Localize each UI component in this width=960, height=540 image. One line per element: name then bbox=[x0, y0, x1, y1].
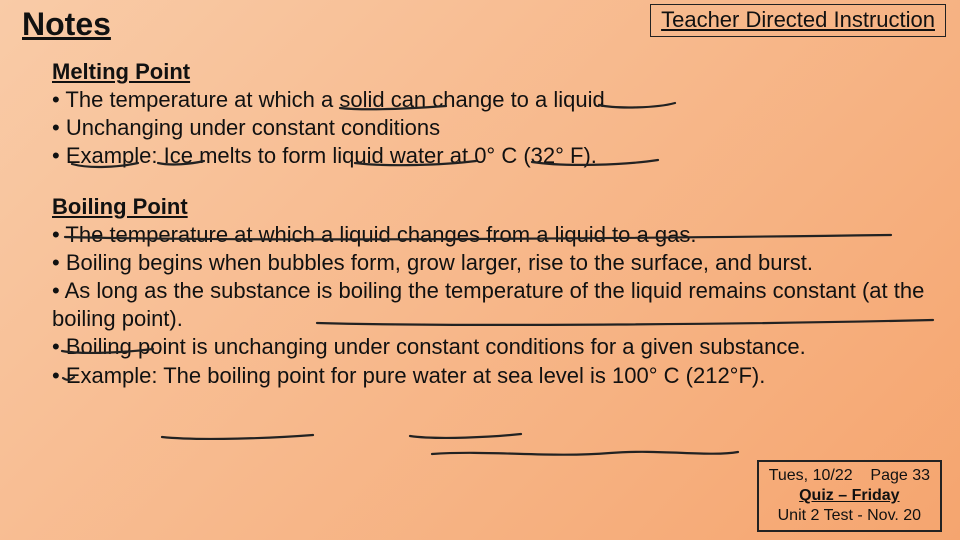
bullet: • Boiling begins when bubbles form, grow… bbox=[52, 249, 942, 277]
bullet: • Example: The boiling point for pure wa… bbox=[52, 362, 942, 390]
bullet: • Boiling point is unchanging under cons… bbox=[52, 333, 942, 361]
bullet: • The temperature at which a liquid chan… bbox=[52, 221, 942, 249]
annotation-stroke bbox=[160, 432, 315, 446]
section-boiling: Boiling Point • The temperature at which… bbox=[52, 193, 942, 390]
bullet: • Example: Ice melts to form liquid wate… bbox=[52, 142, 942, 170]
footer-date: Tues, 10/22 bbox=[769, 467, 853, 484]
footer-box: Tues, 10/22 Page 33 Quiz – Friday Unit 2… bbox=[757, 460, 942, 532]
bullet: • The temperature at which a solid can c… bbox=[52, 86, 942, 114]
notes-content: Melting Point • The temperature at which… bbox=[52, 56, 942, 390]
instruction-tag: Teacher Directed Instruction bbox=[650, 4, 946, 37]
section-melting: Melting Point • The temperature at which… bbox=[52, 58, 942, 171]
bullet: • Unchanging under constant conditions bbox=[52, 114, 942, 142]
annotation-stroke bbox=[408, 431, 523, 445]
footer-test: Unit 2 Test - Nov. 20 bbox=[769, 506, 930, 526]
bullet: • As long as the substance is boiling th… bbox=[52, 277, 942, 333]
section-heading: Boiling Point bbox=[52, 193, 942, 221]
annotation-stroke bbox=[430, 448, 740, 462]
section-heading: Melting Point bbox=[52, 58, 942, 86]
footer-quiz: Quiz – Friday bbox=[769, 486, 930, 506]
page-title: Notes bbox=[22, 6, 111, 43]
footer-page: Page 33 bbox=[870, 467, 930, 484]
